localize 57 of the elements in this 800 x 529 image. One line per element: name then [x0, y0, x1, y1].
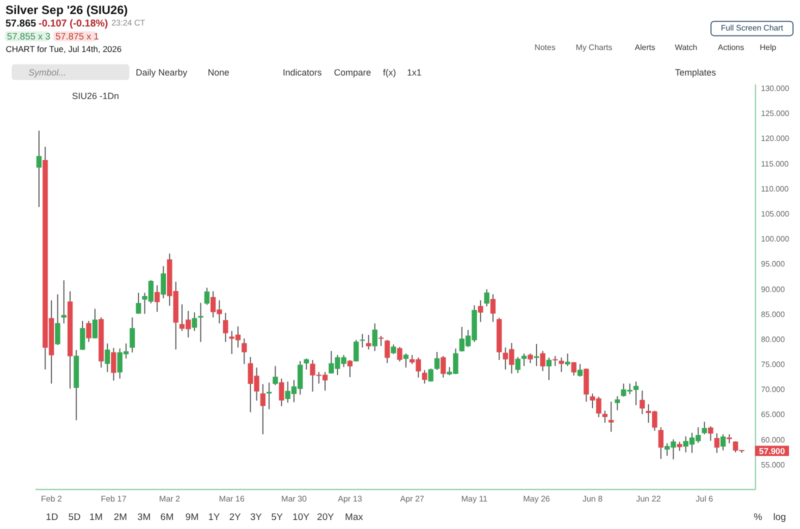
x-tick-label: Jul 6 [696, 494, 714, 504]
text: 3Y [250, 512, 262, 523]
text: Help [760, 43, 777, 52]
x-tick-label: Feb 2 [40, 494, 62, 504]
text: 57.855 x 3 [7, 31, 50, 42]
text: None [208, 67, 230, 78]
candlestick [534, 344, 540, 366]
text: Symbol... [28, 67, 66, 78]
text: 10Y [292, 512, 310, 523]
text: 1Y [208, 512, 220, 523]
text: 1D [46, 512, 58, 523]
candlestick [266, 382, 272, 410]
x-tick-label: May 11 [461, 494, 488, 504]
text: Daily Nearby [136, 67, 188, 78]
text: 5D [68, 512, 81, 523]
text: Full Screen Chart [720, 24, 784, 32]
text: 57.865 [6, 18, 37, 30]
text: Max [345, 512, 364, 523]
candlestick [61, 280, 66, 324]
text: Actions [718, 43, 744, 52]
x-tick-label: Jun 22 [636, 494, 662, 504]
x-tick-label: Apr 13 [338, 494, 362, 504]
x-tick-label: Feb 17 [100, 494, 127, 504]
candlestick [198, 302, 204, 342]
x-tick-label: Apr 27 [400, 494, 425, 504]
text: 1M [89, 512, 103, 523]
x-tick-label: Mar 30 [281, 494, 308, 504]
candlestick [608, 402, 614, 432]
text: % [754, 512, 763, 523]
text: 6M [160, 512, 174, 523]
text: f(x) [383, 67, 396, 78]
text: 57.875 x 1 [56, 31, 99, 42]
text: 5Y [271, 512, 284, 523]
text: 2M [114, 512, 128, 523]
x-tick-label: Mar 2 [159, 494, 181, 504]
x-tick-label: Jun 8 [582, 494, 603, 504]
text: Indicators [282, 67, 322, 78]
x-tick-label: May 26 [523, 494, 550, 504]
text: Templates [675, 67, 717, 78]
text: Alerts [634, 43, 656, 52]
text: Compare [334, 67, 372, 78]
annotation: SIU26 -1Dn [72, 91, 120, 101]
text: Notes [534, 43, 556, 52]
text: 9M [185, 512, 199, 523]
text: CHART for Tue, Jul 14th, 2026 [6, 44, 122, 54]
text: 2Y [229, 512, 242, 523]
text: 1x1 [407, 67, 422, 78]
text: Watch [674, 43, 698, 52]
chart-title: Silver Sep '26 (SIU26) [6, 2, 128, 17]
text: 23:24 CT [112, 18, 146, 28]
text: 57.900 [759, 446, 786, 456]
text: 3M [137, 512, 151, 523]
x-tick-label: Mar 16 [219, 494, 245, 504]
text: My Charts [576, 43, 612, 52]
text: log [773, 512, 786, 523]
text: 20Y [317, 512, 335, 523]
text: -0.107 (-0.18%) [38, 18, 108, 30]
